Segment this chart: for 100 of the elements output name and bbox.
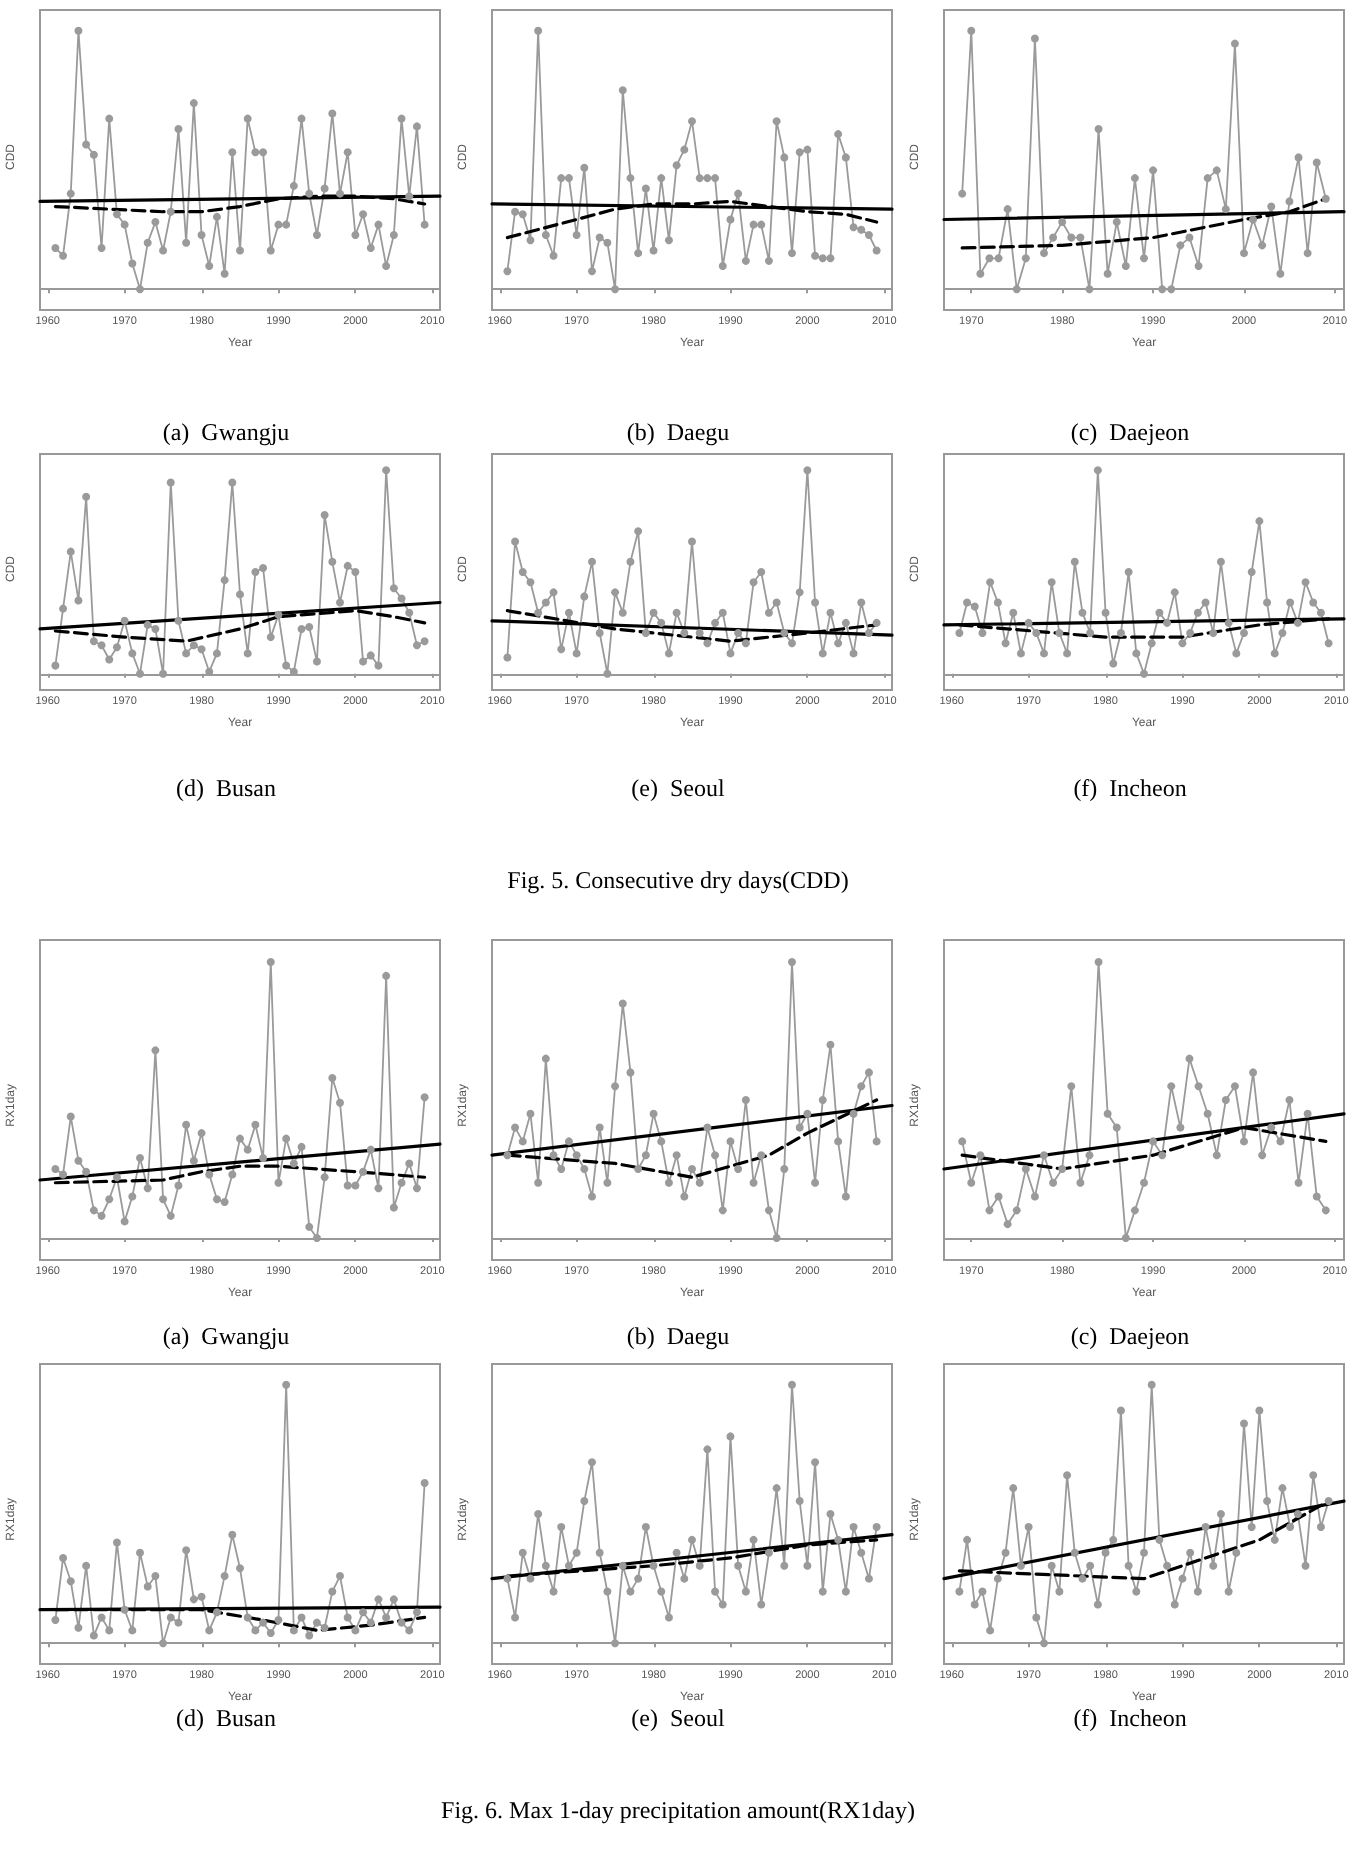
- point: [397, 594, 406, 603]
- text: (f) Incheon: [1073, 1704, 1187, 1732]
- point: [976, 1151, 985, 1160]
- point: [82, 1167, 91, 1176]
- point: [1224, 618, 1233, 627]
- point: [963, 598, 972, 607]
- point: [657, 1587, 666, 1596]
- point: [503, 267, 512, 276]
- point: [834, 1137, 843, 1146]
- point: [1012, 1206, 1021, 1215]
- point: [336, 189, 344, 198]
- point: [1030, 34, 1039, 43]
- point: [259, 1618, 268, 1627]
- point: [864, 1574, 873, 1583]
- point: [1149, 1137, 1158, 1146]
- point: [664, 1613, 673, 1622]
- point: [872, 1137, 881, 1146]
- point: [1170, 1600, 1179, 1609]
- point: [1049, 233, 1058, 242]
- point: [251, 1626, 260, 1635]
- point: [1293, 1510, 1302, 1518]
- point: [985, 1206, 994, 1215]
- point: [857, 1548, 866, 1557]
- point: [618, 86, 627, 95]
- point: [764, 1206, 773, 1215]
- point: [1216, 1510, 1225, 1518]
- point: [1085, 1151, 1094, 1160]
- point: [564, 1137, 573, 1146]
- point: [1316, 1522, 1325, 1531]
- point: [82, 492, 91, 501]
- point: [688, 537, 696, 546]
- point: [382, 1613, 391, 1622]
- point: [1247, 568, 1256, 576]
- point: [541, 1054, 550, 1063]
- point: [105, 655, 114, 664]
- point: [749, 578, 758, 587]
- point: [1024, 618, 1033, 627]
- point: [1209, 629, 1218, 638]
- point: [1132, 1587, 1141, 1596]
- point: [634, 527, 643, 536]
- point: [649, 246, 658, 255]
- point: [1047, 1561, 1056, 1570]
- point: [305, 622, 314, 631]
- point: [1070, 557, 1079, 566]
- point: [420, 1478, 429, 1487]
- point: [993, 1574, 1002, 1583]
- point: [397, 114, 406, 123]
- point: [626, 174, 635, 183]
- point: [159, 1639, 168, 1648]
- point: [518, 568, 527, 576]
- point: [243, 649, 252, 658]
- point: [1301, 1561, 1310, 1570]
- point: [228, 1170, 237, 1179]
- point: [1063, 649, 1072, 658]
- point: [374, 1184, 383, 1193]
- point: [649, 608, 658, 617]
- point: [826, 1040, 835, 1049]
- point: [526, 1109, 535, 1118]
- point: [320, 184, 329, 193]
- point: [641, 184, 650, 193]
- point: [1140, 1548, 1148, 1557]
- point: [534, 1178, 543, 1187]
- point: [1040, 1639, 1048, 1648]
- point: [251, 568, 260, 576]
- point: [580, 592, 589, 601]
- point: [236, 590, 244, 599]
- point: [112, 1538, 121, 1547]
- point: [1278, 1484, 1287, 1493]
- point: [818, 649, 827, 658]
- point: [595, 1123, 604, 1132]
- point: [82, 140, 91, 149]
- point: [351, 1181, 360, 1190]
- point: [305, 1631, 314, 1640]
- point: [205, 262, 214, 271]
- point: [1109, 1535, 1118, 1544]
- point: [343, 561, 352, 570]
- point: [1112, 1123, 1121, 1132]
- point: [1176, 1123, 1185, 1132]
- point: [289, 181, 298, 190]
- point: [289, 1626, 298, 1635]
- point: [128, 259, 137, 268]
- text: (b) Daegu: [626, 418, 730, 446]
- point: [266, 246, 275, 255]
- text: (c) Daejeon: [1070, 418, 1190, 446]
- point: [382, 262, 391, 271]
- point: [143, 1582, 152, 1591]
- point: [212, 1195, 221, 1204]
- point: [1258, 1151, 1267, 1160]
- point: [1255, 1406, 1264, 1415]
- point: [1024, 1522, 1033, 1531]
- point: [412, 641, 421, 650]
- point: [1078, 1574, 1087, 1583]
- point: [849, 1522, 858, 1531]
- point: [312, 1618, 321, 1627]
- point: [1032, 629, 1041, 638]
- point: [695, 174, 704, 183]
- point: [220, 576, 229, 585]
- point: [834, 1535, 843, 1544]
- point: [580, 1497, 589, 1506]
- point: [1003, 1220, 1012, 1229]
